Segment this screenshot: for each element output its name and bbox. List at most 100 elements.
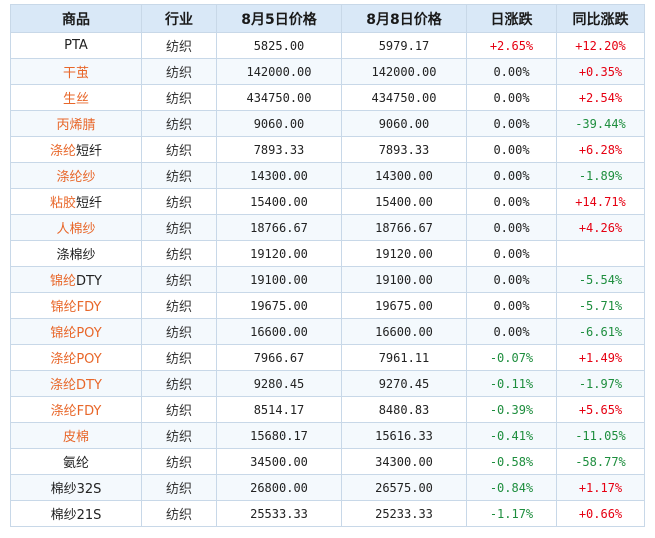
header-yoy-change: 同比涨跌	[556, 4, 645, 33]
yoy-change-cell: -5.54%	[556, 266, 645, 293]
daily-change-cell: 0.00%	[466, 240, 557, 267]
price-aug8-cell: 9270.45	[341, 370, 467, 397]
price-aug5-cell: 19100.00	[216, 266, 342, 293]
price-aug8-cell: 7961.11	[341, 344, 467, 371]
price-aug8-cell: 15400.00	[341, 188, 467, 215]
price-aug5-cell: 7893.33	[216, 136, 342, 163]
commodity-link[interactable]: 丙烯腈	[56, 118, 96, 133]
yoy-change-cell: -1.97%	[556, 370, 645, 397]
price-aug5-cell: 19120.00	[216, 240, 342, 267]
commodity-name-text: 短纤	[76, 196, 103, 211]
price-aug5-cell: 34500.00	[216, 448, 342, 475]
price-aug5-cell: 8514.17	[216, 396, 342, 423]
daily-change-cell: 0.00%	[466, 318, 557, 345]
yoy-change-cell: +6.28%	[556, 136, 645, 163]
daily-change-cell: -0.84%	[466, 474, 557, 501]
header-price-aug8: 8月8日价格	[341, 4, 467, 33]
yoy-change-cell: +0.66%	[556, 500, 645, 527]
commodity-link[interactable]: 人棉纱	[56, 222, 96, 237]
header-industry: 行业	[141, 4, 217, 33]
commodity-name-cell: 涤纶DTY	[10, 370, 142, 397]
daily-change-cell: -0.58%	[466, 448, 557, 475]
price-aug5-cell: 15680.17	[216, 422, 342, 449]
daily-change-cell: -0.11%	[466, 370, 557, 397]
price-aug8-cell: 142000.00	[341, 58, 467, 85]
industry-cell: 纺织	[141, 110, 217, 137]
industry-cell: 纺织	[141, 370, 217, 397]
commodity-name-cell: 涤棉纱	[10, 240, 142, 267]
price-aug8-cell: 19100.00	[341, 266, 467, 293]
table-row: 皮棉 纺织 15680.17 15616.33 -0.41% -11.05%	[10, 422, 645, 449]
daily-change-cell: 0.00%	[466, 266, 557, 293]
commodity-name-cell: 锦纶POY	[10, 318, 142, 345]
price-aug8-cell: 34300.00	[341, 448, 467, 475]
commodity-link[interactable]: 涤纶纱	[56, 170, 96, 185]
yoy-change-cell: -39.44%	[556, 110, 645, 137]
header-daily-change: 日涨跌	[466, 4, 557, 33]
commodity-link[interactable]: 生丝	[62, 92, 89, 107]
table-row: 涤纶纱 纺织 14300.00 14300.00 0.00% -1.89%	[10, 162, 645, 189]
header-price-aug5: 8月5日价格	[216, 4, 342, 33]
yoy-change-cell: +5.65%	[556, 396, 645, 423]
commodity-link[interactable]: 皮棉	[62, 430, 89, 445]
table-body: PTA 纺织 5825.00 5979.17 +2.65% +12.20% 干茧 纺织 1420…	[10, 32, 645, 527]
commodity-name-cell: 锦纶FDY	[10, 292, 142, 319]
commodity-name-text: DTY	[76, 274, 102, 289]
daily-change-cell: 0.00%	[466, 84, 557, 111]
commodity-name-cell: PTA	[10, 32, 142, 59]
commodity-name-text: 短纤	[76, 144, 103, 159]
commodity-link[interactable]: 锦纶POY	[50, 326, 102, 341]
commodity-link[interactable]: 涤纶FDY	[50, 404, 102, 419]
table-row: 生丝 纺织 434750.00 434750.00 0.00% +2.54%	[10, 84, 645, 111]
table-row: 氨纶 纺织 34500.00 34300.00 -0.58% -58.77%	[10, 448, 645, 475]
table-row: 锦纶DTY 纺织 19100.00 19100.00 0.00% -5.54%	[10, 266, 645, 293]
commodity-name-cell: 皮棉	[10, 422, 142, 449]
daily-change-cell: 0.00%	[466, 214, 557, 241]
commodity-link[interactable]: 干茧	[62, 66, 89, 81]
price-aug5-cell: 434750.00	[216, 84, 342, 111]
industry-cell: 纺织	[141, 266, 217, 293]
price-aug8-cell: 8480.83	[341, 396, 467, 423]
commodity-name-cell: 人棉纱	[10, 214, 142, 241]
price-table-container: 商品 行业 8月5日价格 8月8日价格 日涨跌 同比涨跌 PTA 纺织 5825.0…	[10, 4, 645, 527]
table-row: 涤棉纱 纺织 19120.00 19120.00 0.00%	[10, 240, 645, 267]
price-aug8-cell: 25233.33	[341, 500, 467, 527]
price-aug5-cell: 5825.00	[216, 32, 342, 59]
industry-cell: 纺织	[141, 32, 217, 59]
commodity-name-text: 涤棉纱	[56, 248, 96, 263]
price-aug8-cell: 19675.00	[341, 292, 467, 319]
commodity-link[interactable]: 锦纶FDY	[50, 300, 102, 315]
table-row: PTA 纺织 5825.00 5979.17 +2.65% +12.20%	[10, 32, 645, 59]
price-aug5-cell: 9280.45	[216, 370, 342, 397]
daily-change-cell: +2.65%	[466, 32, 557, 59]
industry-cell: 纺织	[141, 162, 217, 189]
industry-cell: 纺织	[141, 240, 217, 267]
commodity-name-cell: 干茧	[10, 58, 142, 85]
daily-change-cell: 0.00%	[466, 292, 557, 319]
daily-change-cell: 0.00%	[466, 110, 557, 137]
commodity-link[interactable]: 涤纶DTY	[50, 378, 102, 393]
price-aug8-cell: 15616.33	[341, 422, 467, 449]
table-row: 丙烯腈 纺织 9060.00 9060.00 0.00% -39.44%	[10, 110, 645, 137]
yoy-change-cell: -11.05%	[556, 422, 645, 449]
commodity-link[interactable]: 涤纶POY	[50, 352, 102, 367]
daily-change-cell: 0.00%	[466, 58, 557, 85]
industry-cell: 纺织	[141, 318, 217, 345]
commodity-link[interactable]: 粘胶	[49, 196, 76, 211]
price-aug5-cell: 19675.00	[216, 292, 342, 319]
daily-change-cell: -0.07%	[466, 344, 557, 371]
commodity-name-cell: 丙烯腈	[10, 110, 142, 137]
commodity-name-text: 棉纱32S	[50, 482, 102, 497]
industry-cell: 纺织	[141, 422, 217, 449]
commodity-price-table: 商品 行业 8月5日价格 8月8日价格 日涨跌 同比涨跌 PTA 纺织 5825.0…	[10, 4, 645, 527]
commodity-name-cell: 涤纶POY	[10, 344, 142, 371]
table-row: 涤纶短纤 纺织 7893.33 7893.33 0.00% +6.28%	[10, 136, 645, 163]
commodity-link[interactable]: 涤纶	[49, 144, 76, 159]
table-row: 干茧 纺织 142000.00 142000.00 0.00% +0.35%	[10, 58, 645, 85]
commodity-name-cell: 棉纱21S	[10, 500, 142, 527]
price-aug8-cell: 16600.00	[341, 318, 467, 345]
table-row: 棉纱32S 纺织 26800.00 26575.00 -0.84% +1.17%	[10, 474, 645, 501]
commodity-link[interactable]: 锦纶	[50, 274, 77, 289]
table-row: 涤纶DTY 纺织 9280.45 9270.45 -0.11% -1.97%	[10, 370, 645, 397]
yoy-change-cell: +2.54%	[556, 84, 645, 111]
